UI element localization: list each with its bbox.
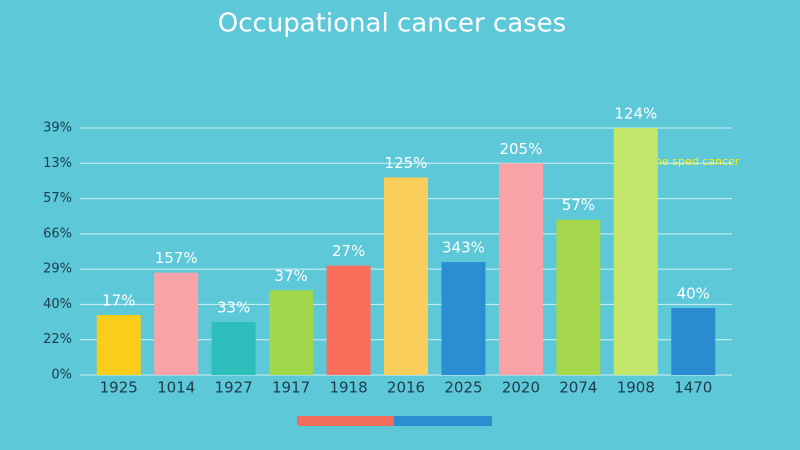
bar-label: 27%	[332, 242, 365, 260]
bar-label: 40%	[677, 284, 710, 302]
bar	[556, 219, 601, 375]
bar-label: 125%	[385, 154, 428, 172]
chart-title: Occupational cancer cases	[218, 9, 566, 39]
bar-label: 17%	[102, 292, 135, 310]
legend-swatch	[297, 416, 394, 426]
bar-label: 57%	[562, 196, 595, 214]
bar	[211, 322, 256, 375]
x-tick-label: 1014	[157, 379, 195, 397]
x-tick-label: 2020	[502, 379, 540, 397]
x-tick-label: 1918	[329, 379, 367, 397]
bar-label: 33%	[217, 299, 250, 317]
y-tick-label: 29%	[43, 262, 72, 277]
bar	[441, 262, 486, 375]
x-tick-label: 1470	[674, 379, 712, 397]
x-tick-label: 1917	[272, 379, 310, 397]
bar	[498, 163, 543, 375]
bar-label: 37%	[274, 267, 307, 285]
bar	[613, 128, 658, 375]
x-tick-label: 2025	[444, 379, 482, 397]
bar-label: 124%	[614, 105, 657, 123]
bar	[671, 307, 716, 375]
bar-label: 157%	[155, 249, 198, 267]
y-tick-label: 22%	[43, 332, 72, 347]
y-tick-label: 0%	[51, 368, 72, 383]
y-tick-label: 39%	[43, 121, 72, 136]
bar-label: 205%	[499, 140, 542, 158]
x-tick-label: 2016	[387, 379, 425, 397]
bar	[326, 265, 371, 375]
bar-label: 343%	[442, 239, 485, 257]
annotation: ne sped cancer	[655, 155, 740, 168]
y-tick-label: 13%	[43, 156, 72, 171]
x-tick-label: 1925	[100, 379, 138, 397]
x-tick-label: 1908	[617, 379, 655, 397]
legend-swatch	[394, 416, 492, 426]
y-tick-label: 57%	[43, 191, 72, 206]
bar	[154, 272, 199, 375]
x-tick-label: 2074	[559, 379, 597, 397]
y-tick-label: 66%	[43, 226, 72, 241]
y-tick-label: 40%	[43, 297, 72, 312]
x-tick-label: 1927	[215, 379, 253, 397]
bar	[269, 290, 314, 375]
bar	[384, 177, 428, 375]
bar	[96, 315, 141, 375]
